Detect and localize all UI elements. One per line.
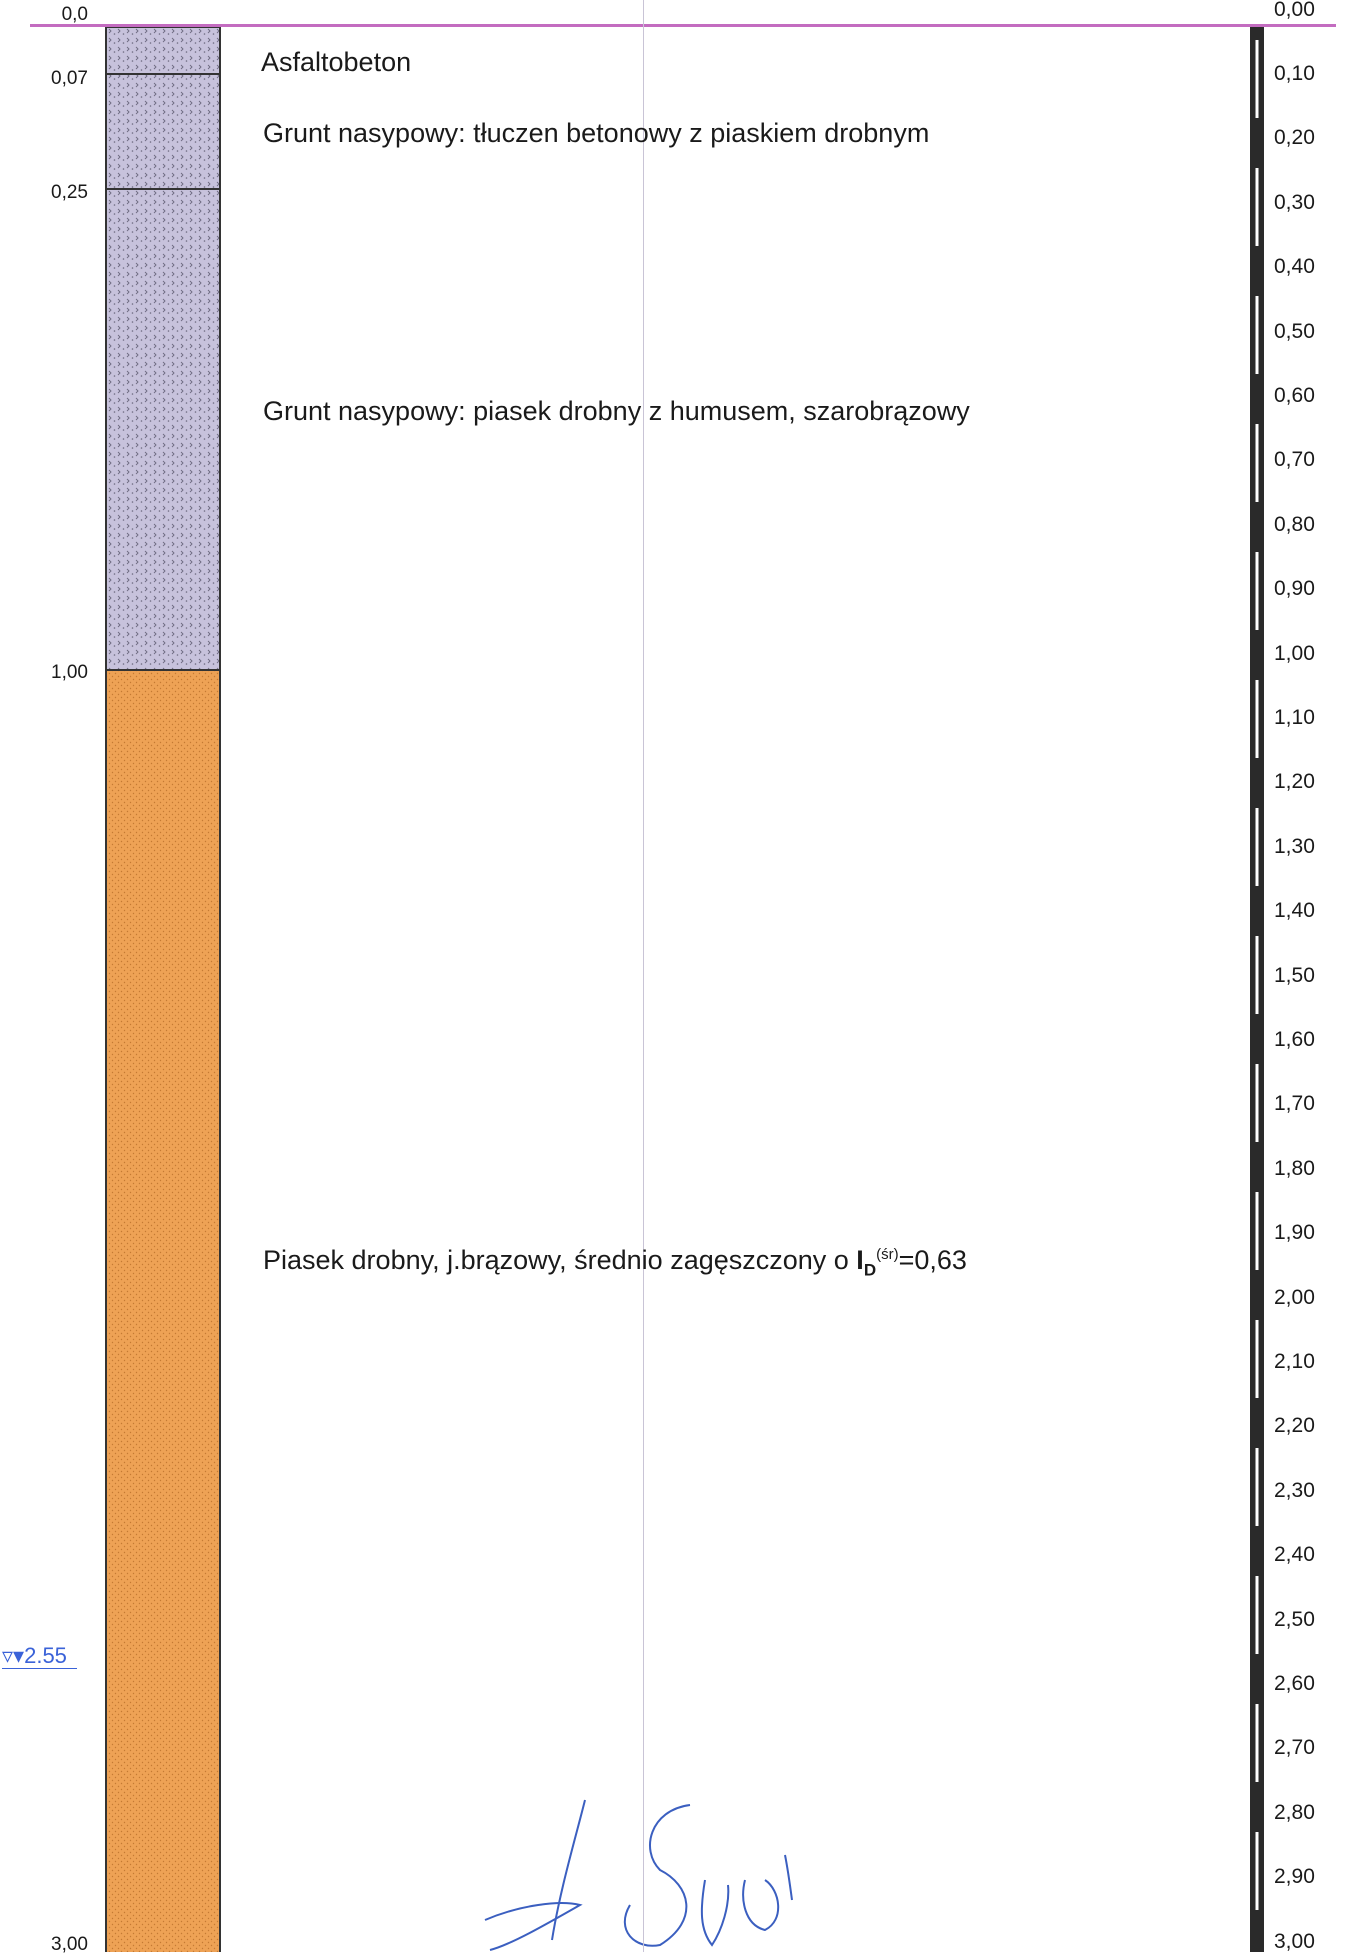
layer-fine-sand [106, 670, 220, 1952]
layer-description: Grunt nasypowy: piasek drobny z humusem,… [263, 396, 970, 426]
scale-label: 2,50 [1274, 1607, 1315, 1631]
layer-fill-rubble [106, 74, 220, 189]
scale-label: 1,40 [1274, 899, 1315, 923]
scale-label: 0,60 [1274, 384, 1315, 407]
layer-description: Asfaltobeton [261, 47, 412, 77]
layer-description: Piasek drobny, j.brązowy, średnio zagęsz… [263, 1245, 967, 1280]
depth-label-layer3: 1,00 [51, 662, 88, 683]
scale-label: 2,80 [1274, 1800, 1315, 1824]
scale-label: 1,00 [1274, 641, 1315, 665]
scale-label: 0,80 [1274, 512, 1315, 536]
depth-label-top: 0,0 [61, 4, 88, 25]
scale-label: 2,70 [1274, 1736, 1315, 1760]
water-level-marker: ▿▾2.55 [2, 1644, 77, 1669]
scale-label: 2,00 [1274, 1285, 1315, 1309]
scale-label: 2,40 [1274, 1543, 1315, 1567]
scale-label: 2,30 [1274, 1478, 1315, 1502]
layer-description: Grunt nasypowy: tłuczen betonowy z piask… [263, 118, 930, 148]
scale-label: 0,40 [1274, 255, 1315, 279]
layer-asphalt [106, 27, 220, 74]
signature [484, 1799, 793, 1951]
layer-fill-humus [106, 189, 220, 670]
water-level-icon: ▿▾ [2, 1643, 25, 1668]
depth-label-layer4: 3,00 [51, 1934, 88, 1955]
scale-label: 1,50 [1274, 963, 1315, 987]
scale-label: 0,70 [1274, 448, 1315, 472]
depth-label-layer1: 0,07 [51, 68, 88, 89]
scale-label: 1,80 [1274, 1156, 1315, 1180]
scale-label: 0,30 [1274, 190, 1315, 214]
scale-label: 2,20 [1274, 1414, 1315, 1438]
scale-label: 2,90 [1274, 1865, 1315, 1889]
scale-label: 1,10 [1274, 706, 1315, 729]
scale-label: 3,00 [1274, 1929, 1315, 1953]
scale-label: 1,60 [1274, 1028, 1315, 1051]
scale-label: 0,10 [1274, 62, 1315, 85]
scale-label: 1,20 [1274, 770, 1315, 794]
scale-label-top: 0,00 [1274, 0, 1315, 21]
ground-surface-line [30, 24, 1336, 27]
scale-label: 2,10 [1274, 1350, 1315, 1373]
scale-label: 0,20 [1274, 126, 1315, 150]
density-index-symbol: I [856, 1245, 864, 1275]
scale-label: 1,90 [1274, 1221, 1315, 1245]
scale-label: 1,30 [1274, 834, 1315, 858]
scale-label: 2,60 [1274, 1672, 1315, 1695]
scale-label: 0,50 [1274, 319, 1315, 343]
water-level-value: 2.55 [24, 1643, 67, 1668]
center-guide-line [643, 0, 644, 1952]
scale-label: 1,70 [1274, 1092, 1315, 1116]
scale-label: 0,90 [1274, 577, 1315, 601]
depth-scale-bar [1250, 27, 1264, 1952]
depth-label-layer2: 0,25 [51, 182, 88, 203]
